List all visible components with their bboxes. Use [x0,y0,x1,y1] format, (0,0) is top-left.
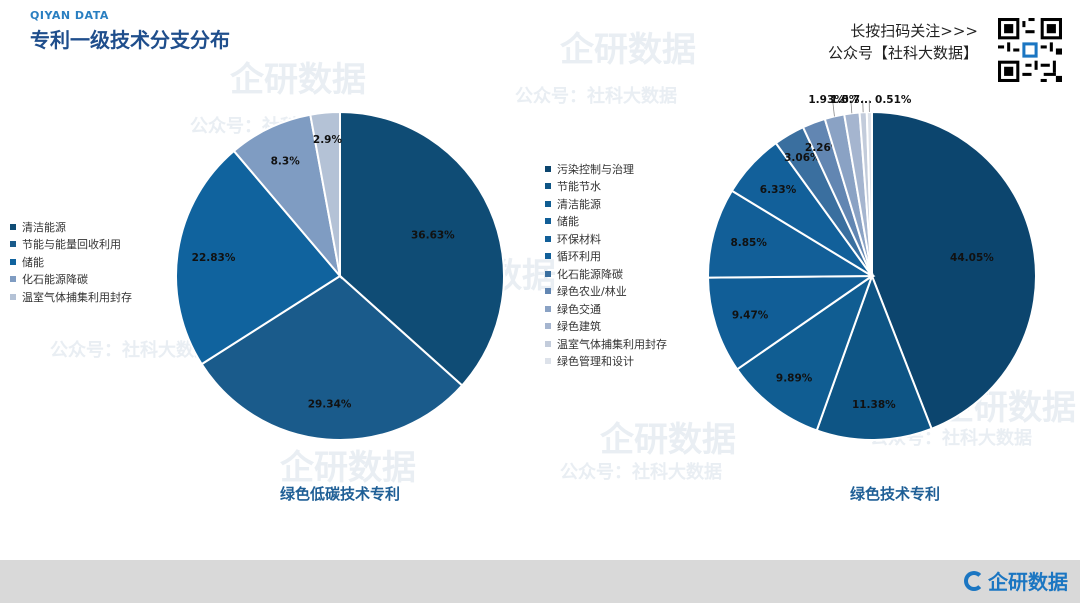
legend-swatch [10,241,16,248]
watermark-subtext: 公众号：社科大数据 [560,462,722,483]
chart2-legend: 污染控制与治理 节能节水清洁能源储能环保材料循环利用化石能源降碳 绿色农业/林业 绿色… [545,160,667,370]
slice-label: 1.93% [808,94,845,106]
page-title: 专利一级技术分支分布 [30,28,230,52]
watermark-logo: 企研数据 [560,30,696,70]
follow-line-1: 长按扫码关注>>> [850,22,978,40]
pie-slice [200,274,464,441]
legend-swatch [10,258,16,265]
legend-swatch [545,183,551,190]
slice-label: 36.63% [411,230,455,242]
pie-slice [735,273,874,432]
footer-logo: 企研数据 [964,566,1068,595]
pie-slice [706,274,876,371]
slice-label: 0.51% [875,94,912,106]
legend-label: 节能节水 [557,180,601,194]
legend-label: 清洁能源 [22,220,66,234]
chart2-pie: 44.05%11.38%9.89%9.47%8.85%6.33%3.06%2.2… [706,94,1037,441]
slice-label: 9.89% [776,372,813,384]
slice-label: 1.5% [830,94,860,106]
legend-item: 化石能源降碳 [545,265,667,283]
legend-swatch [10,223,16,230]
chart1-title: 绿色低碳技术专利 [279,485,400,503]
legend-label: 绿色管理和设计 [557,355,634,369]
follow-line-2: 公众号【社科大数据】 [827,44,978,62]
leader-line [850,99,853,114]
footer-logo-text: 企研数据 [988,570,1068,594]
slice-label: 8.3% [271,155,301,167]
legend-item: 储能 [545,213,667,231]
legend-label: 绿色建筑 [557,320,601,334]
legend-swatch [545,305,551,312]
legend-label: 环保材料 [557,232,601,246]
slice-label: 6.33% [760,184,797,196]
slice-label: 22.83% [192,252,236,264]
legend-swatch [545,340,551,347]
slice-label: 0.7... [841,94,872,106]
legend-item: 绿色交通 [545,300,667,318]
legend-item: 绿色农业/林业 [545,283,667,301]
slice-label: 9.47% [732,310,769,322]
pie-slice [175,149,342,366]
legend-item: 环保材料 [545,230,667,248]
legend-swatch [10,293,16,300]
legend-item: 污染控制与治理 [545,160,667,178]
slice-label: 2.9% [313,134,343,146]
legend-swatch [545,288,551,295]
legend-swatch [10,276,16,283]
legend-swatch [545,165,551,172]
pie-slice [309,110,341,277]
legend-label: 绿色农业/林业 [557,285,627,299]
legend-swatch [545,218,551,225]
legend-item: 节能节水 [545,178,667,196]
pie-slice [339,110,505,387]
chart1-legend: 清洁能源节能与能量回收利用 储能化石能源降碳温室气体捕集利用封存 [10,218,132,306]
watermark-subtext: 公众号：社科大数据 [515,86,677,107]
legend-label: 清洁能源 [557,197,601,211]
legend-label: 化石能源降碳 [22,273,88,287]
legend-swatch [545,200,551,207]
legend-swatch [545,358,551,365]
legend-item: 储能 [10,253,132,271]
legend-swatch [545,323,551,330]
legend-item: 清洁能源 [545,195,667,213]
slice-label: 44.05% [950,252,994,264]
legend-label: 化石能源降碳 [557,267,623,281]
legend-label: 循环利用 [557,250,601,264]
chart2-title: 绿色技术专利 [849,485,940,503]
pie-slice [707,189,876,279]
legend-label: 储能 [557,215,579,229]
legend-label: 温室气体捕集利用封存 [22,290,132,304]
qr-code-icon[interactable] [998,18,1062,82]
legend-label: 绿色交通 [557,302,601,316]
pie-slice [232,113,342,280]
legend-item: 温室气体捕集利用封存 [10,288,132,306]
brand-label: QIYAN DATA [30,9,109,22]
follow-prompt: 长按扫码关注>>> 公众号【社科大数据】 [828,20,978,64]
pie-slice [871,110,1037,431]
watermark-logo: 企研数据 [230,60,366,100]
leader-line [832,99,835,117]
legend-swatch [545,253,551,260]
legend-item: 循环利用 [545,248,667,266]
legend-item: 化石能源降碳 [10,271,132,289]
chart1-pie: 36.63% 29.34% 22.83% 8.3% 2.9% [175,110,505,441]
slice-label: 3.06% [784,152,821,164]
legend-item: 绿色管理和设计 [545,353,667,371]
legend-label: 温室气体捕集利用封存 [557,337,667,351]
legend-label: 节能与能量回收利用 [22,238,121,252]
legend-item: 绿色建筑 [545,318,667,336]
slice-label: 11.38% [852,399,896,411]
footer-bar: 企研数据 [0,560,1080,603]
legend-label: 污染控制与治理 [557,162,634,176]
legend-label: 储能 [22,255,44,269]
legend-swatch [545,270,551,277]
slice-label: 29.34% [308,398,352,410]
legend-item: 清洁能源 [10,218,132,236]
legend-swatch [545,235,551,242]
pie-slice [815,273,933,441]
legend-item: 节能与能量回收利用 [10,236,132,254]
legend-item: 温室气体捕集利用封存 [545,335,667,353]
qiyan-logo-icon [964,570,984,591]
slice-label: 8.85% [730,237,767,249]
